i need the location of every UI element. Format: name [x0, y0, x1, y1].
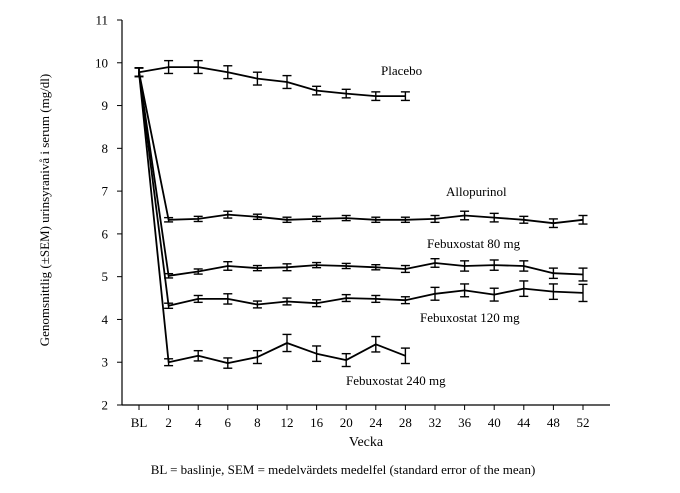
- series-label-2: Allopurinol: [446, 184, 507, 199]
- series-labels: Placebo Allopurinol Febuxostat 80 mg Febuxo…: [346, 63, 521, 388]
- y-tick-label: 5: [102, 269, 109, 284]
- x-tick-label: 32: [429, 415, 442, 430]
- y-tick-label: 6: [102, 226, 109, 241]
- x-tick-label: 6: [225, 415, 232, 430]
- series-label-5: Febuxostat 240 mg: [346, 373, 446, 388]
- x-tick-label: 4: [195, 415, 202, 430]
- y-tick-label: 3: [102, 355, 109, 370]
- y-tick-label: 9: [102, 98, 109, 113]
- x-tick-label: 2: [165, 415, 172, 430]
- y-tick-label: 4: [102, 312, 109, 327]
- y-tick-label: 10: [95, 55, 108, 70]
- series-line: [138, 66, 406, 97]
- x-tick-label: BL: [131, 415, 148, 430]
- series-5: [134, 67, 410, 369]
- series-label-1: Placebo: [381, 63, 422, 78]
- series-label-3: Febuxostat 80 mg: [427, 236, 521, 251]
- series-line: [138, 72, 406, 365]
- x-tick-label: 24: [369, 415, 383, 430]
- footnote: BL = baslinje, SEM = medelvärdets medelf…: [151, 462, 536, 477]
- x-tick-label: 20: [340, 415, 353, 430]
- x-tick-label: 48: [547, 415, 560, 430]
- x-tick-label: 16: [310, 415, 324, 430]
- series-line: [138, 72, 584, 307]
- series-line: [138, 72, 584, 277]
- x-tick-label: 28: [399, 415, 412, 430]
- y-tick-label: 2: [102, 398, 109, 413]
- y-tick-label: 11: [95, 13, 108, 28]
- x-axis-label: Vecka: [349, 435, 384, 450]
- y-tick-label: 7: [102, 184, 109, 199]
- series-1: [134, 59, 410, 102]
- series-label-4: Febuxostat 120 mg: [420, 310, 520, 325]
- x-tick-label: 36: [458, 415, 472, 430]
- series-2: [134, 67, 588, 229]
- series-group: [134, 59, 588, 369]
- series-line: [138, 72, 584, 225]
- y-tick-label: 8: [102, 141, 109, 156]
- x-tick-label: 12: [281, 415, 294, 430]
- y-axis-label: Genomsnittlig (±SEM) urinsyranivå i seru…: [37, 74, 52, 347]
- x-tick-label: 8: [254, 415, 261, 430]
- series-4: [134, 67, 588, 310]
- x-tick-label: 44: [517, 415, 531, 430]
- x-tick-label: 52: [577, 415, 590, 430]
- x-tick-label: 40: [488, 415, 501, 430]
